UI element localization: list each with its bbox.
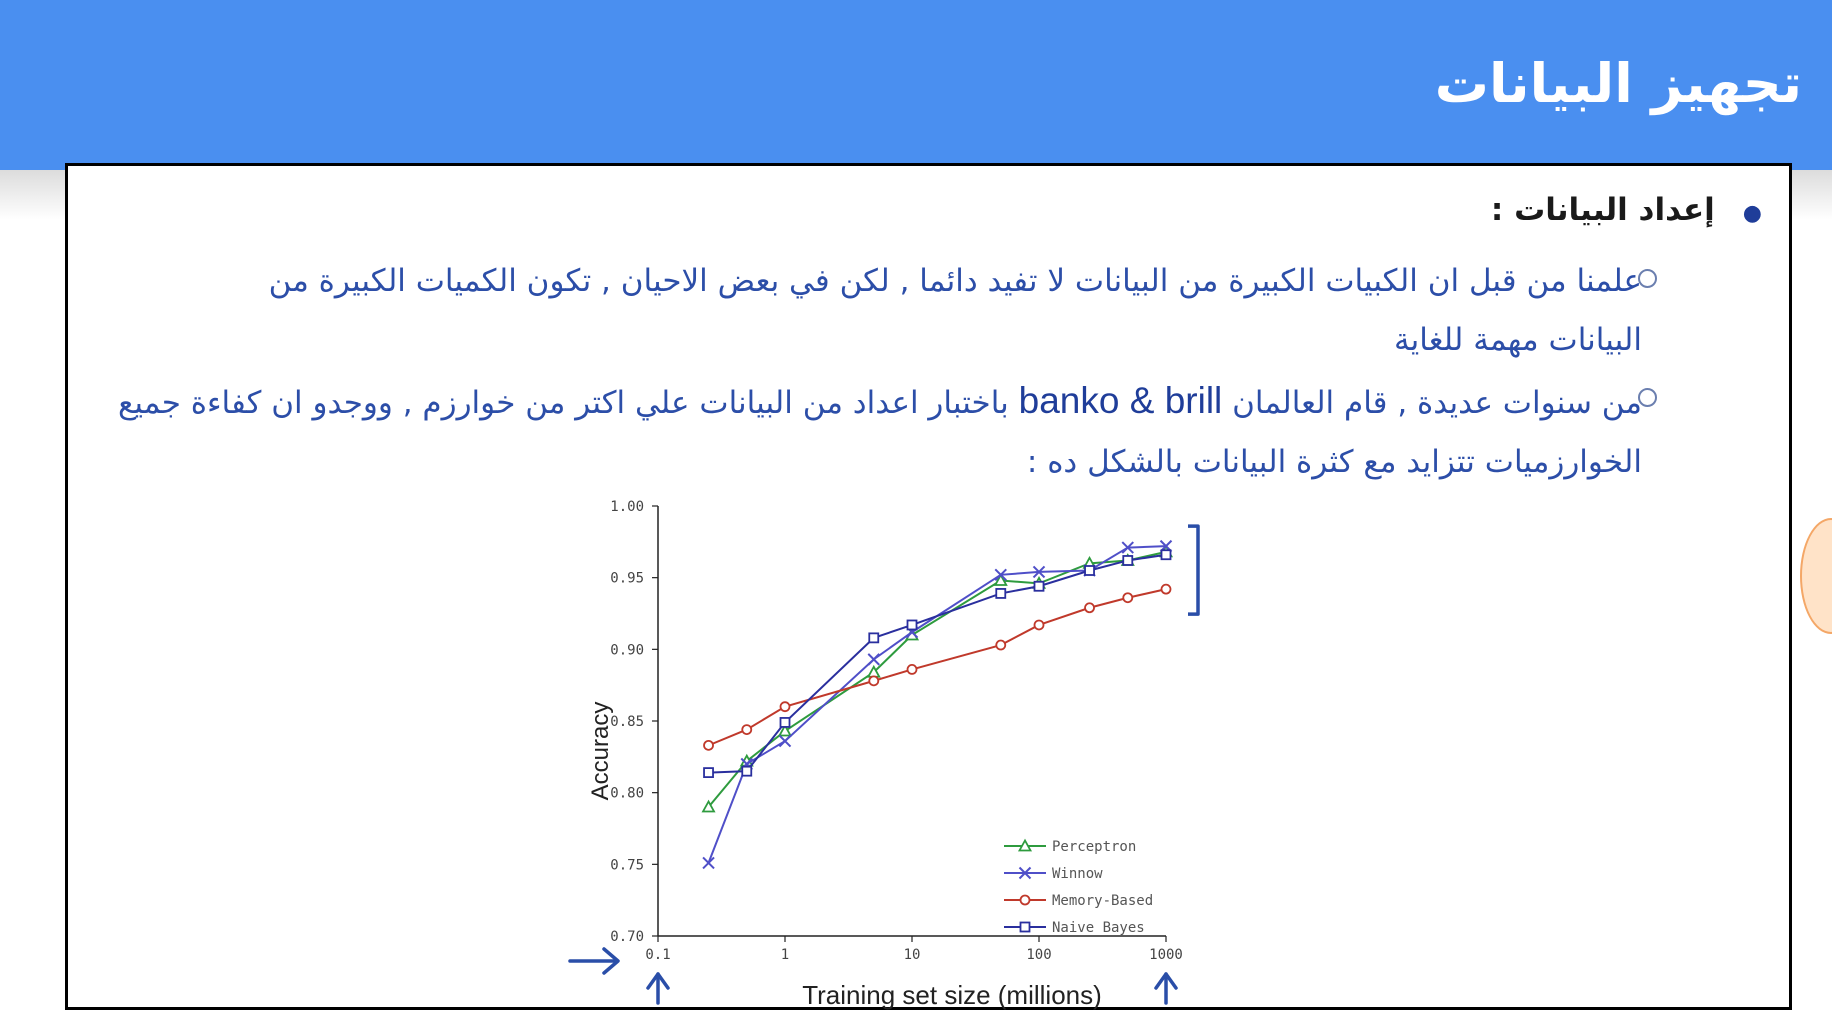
point2-text-a: من سنوات عديدة , قام العالمان — [1232, 385, 1642, 421]
arrow-head — [1154, 972, 1178, 990]
bullet-point-2: من سنوات عديدة , قام العالمان banko & br… — [117, 371, 1642, 492]
data-point-winnow-stroke — [867, 653, 880, 666]
data-point-naive-bayes — [1033, 580, 1045, 592]
data-point-winnow-stroke — [702, 856, 715, 870]
data-point-winnow — [867, 653, 880, 666]
data-point-winnow-stroke — [994, 568, 1007, 582]
sub-bullet-icon — [1638, 388, 1657, 407]
data-point-perceptron — [993, 573, 1008, 586]
data-point-memory-based — [1160, 583, 1172, 595]
data-point-perceptron — [701, 799, 716, 813]
y-tick-label: 1.00 — [610, 499, 644, 515]
accuracy-chart: 0.70 0.75 0.80 0.85 0.90 0.95 1.00 0.1 1 10 100 100… — [568, 499, 1200, 1010]
y-tick-label: 0.70 — [610, 929, 644, 945]
legend-label-winnow: Winnow — [1052, 866, 1103, 882]
data-point-memory-based — [741, 724, 753, 736]
legend-marker-perceptron — [1017, 838, 1033, 852]
data-point-winnow — [1121, 541, 1134, 554]
y-tick-label: 0.95 — [610, 571, 644, 587]
y-tick-label: 0.90 — [610, 642, 644, 658]
data-point-memory-based — [703, 739, 714, 751]
x-axis-label: Training set size (millions) — [802, 980, 1102, 1010]
data-point-memory-based — [1033, 619, 1045, 631]
legend-marker-winnow — [1018, 866, 1032, 880]
data-point-memory-based — [995, 639, 1007, 651]
x-tick-label: 10 — [904, 947, 921, 963]
sub-bullet-icon — [1638, 269, 1657, 288]
series-line-memory-based — [708, 588, 1167, 747]
data-point-memory-based — [1122, 592, 1134, 604]
data-point-naive-bayes — [741, 765, 753, 777]
arrow-head — [602, 947, 620, 975]
data-point-memory-based — [1084, 602, 1095, 614]
content-frame — [65, 163, 1792, 1010]
y-tick-label: 0.85 — [610, 714, 644, 730]
slide-header — [0, 0, 1832, 170]
data-point-winnow-stroke — [1032, 565, 1046, 579]
up-arrow-icon — [1154, 972, 1178, 1005]
point2-text-b: باختبار اعداد من البيانات علي اكتر من خو… — [117, 385, 1642, 480]
data-point-naive-bayes — [1160, 549, 1172, 561]
section-heading: ● إعداد البيانات : — [1491, 192, 1762, 228]
data-point-winnow — [1032, 565, 1046, 579]
data-point-memory-based — [868, 675, 880, 687]
arrow-head — [646, 972, 670, 990]
data-point-naive-bayes — [1122, 555, 1134, 566]
y-tick-label: 0.80 — [610, 786, 644, 802]
right-arrow-icon — [568, 947, 620, 975]
series-line-winnow — [707, 545, 1167, 864]
data-point-perceptron — [777, 723, 793, 737]
hand-drawn-bracket — [1188, 524, 1200, 616]
legend-marker-naive-bayes — [1019, 921, 1031, 933]
y-tick-label: 0.75 — [610, 857, 644, 873]
legend-label-naive-bayes: Naive Bayes — [1052, 920, 1145, 936]
series-line-naive-bayes — [708, 553, 1167, 774]
data-point-naive-bayes — [995, 588, 1007, 599]
data-point-winnow — [778, 734, 792, 748]
data-point-winnow-stroke — [1121, 541, 1134, 554]
x-tick-label: 1000 — [1149, 947, 1183, 963]
data-point-memory-based — [906, 663, 918, 675]
bullet-dot-icon: ● — [1742, 201, 1762, 226]
data-point-naive-bayes — [906, 619, 918, 631]
data-point-naive-bayes — [1084, 565, 1095, 576]
data-point-winnow-stroke — [778, 734, 792, 748]
slide-title: تجهيز البيانات — [1434, 52, 1802, 115]
scientist-names: banko & brill — [1018, 380, 1223, 421]
legend-marker-memory-based — [1019, 894, 1031, 906]
data-point-naive-bayes — [703, 767, 714, 779]
data-point-naive-bayes — [779, 717, 791, 728]
series-line-perceptron — [707, 550, 1167, 808]
y-axis-label: Accuracy — [587, 702, 614, 801]
x-tick-label: 0.1 — [645, 947, 670, 963]
data-point-memory-based — [779, 701, 791, 713]
x-tick-label: 100 — [1026, 947, 1051, 963]
data-point-winnow — [702, 856, 715, 870]
legend-marker-winnow-stroke — [1018, 866, 1032, 880]
legend-label-memory-based: Memory-Based — [1052, 893, 1153, 909]
x-tick-label: 1 — [781, 947, 789, 963]
legend-label-perceptron: Perceptron — [1052, 839, 1136, 855]
bullet-point-1: علمنا من قبل ان الكبيات الكبيرة من البيا… — [268, 263, 1642, 358]
section-heading-text: إعداد البيانات : — [1490, 192, 1715, 228]
up-arrow-icon — [646, 972, 670, 1005]
side-tab-handle[interactable] — [1800, 518, 1832, 634]
data-point-winnow — [994, 568, 1007, 582]
data-point-naive-bayes — [868, 632, 880, 644]
